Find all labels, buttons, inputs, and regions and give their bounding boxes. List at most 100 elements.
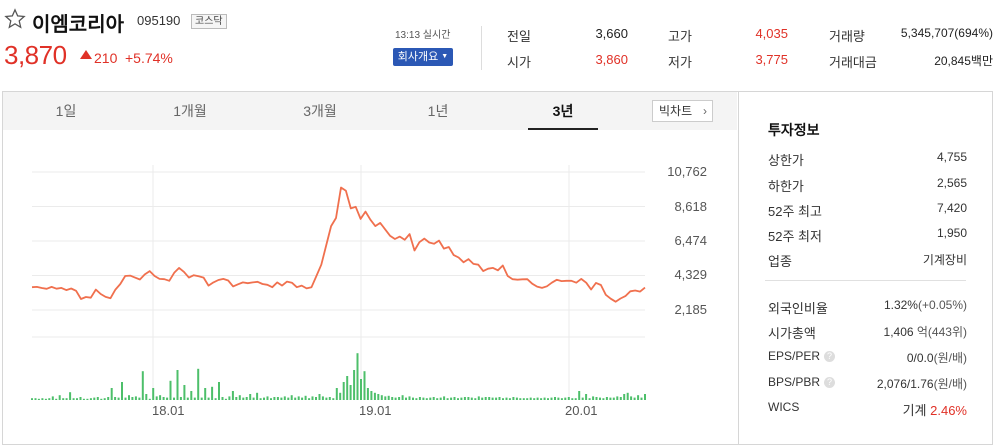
volume-bar <box>287 397 290 400</box>
eps-per-text: EPS/PER <box>768 349 821 363</box>
volume-bar <box>69 392 72 400</box>
volume-bar <box>283 396 286 400</box>
52w-low-value: 1,950 <box>936 226 967 240</box>
volume-bar <box>630 396 633 400</box>
x-tick-label: 19.01 <box>359 403 392 418</box>
volume-bar <box>342 382 345 400</box>
upper-limit-value: 4,755 <box>936 150 967 164</box>
volume-bar <box>37 398 40 400</box>
help-icon[interactable]: ? <box>824 351 836 362</box>
volume-bar <box>103 398 106 400</box>
volume-bar <box>231 391 234 400</box>
volume-bar <box>183 385 186 400</box>
volume-bar <box>155 396 158 400</box>
volume-bar <box>339 392 342 400</box>
volume-value: 5,345,707(694%) <box>900 26 993 40</box>
volume-bar <box>498 397 501 400</box>
high-label: 고가 <box>668 29 692 44</box>
volume-bar <box>574 398 577 400</box>
price-chart[interactable] <box>0 0 740 445</box>
volume-bar <box>522 398 525 400</box>
volume-bar <box>446 398 449 400</box>
favorite-star-icon[interactable] <box>4 8 26 30</box>
volume-bar <box>592 396 595 400</box>
volume-bar <box>173 397 175 400</box>
volume-bar <box>418 397 421 400</box>
y-tick-label: 2,185 <box>674 302 707 317</box>
big-chart-label: 빅차트 <box>659 104 693 118</box>
volume-bar <box>162 397 165 400</box>
volume-bar <box>321 396 324 400</box>
bps-pbr-unit: (원/배) <box>933 377 967 391</box>
volume-bar <box>34 398 37 400</box>
volume-bar <box>637 395 640 400</box>
header-divider <box>481 26 482 70</box>
volume-bar <box>235 397 238 400</box>
volume-bar <box>96 397 99 400</box>
y-tick-label: 4,329 <box>674 267 707 282</box>
foreign-ratio: 1.32% <box>883 298 918 312</box>
market-badge: 코스닥 <box>191 14 227 29</box>
sector-link[interactable]: 기계장비 <box>922 253 967 267</box>
volume-bar <box>515 397 518 400</box>
volume-bar <box>581 397 584 400</box>
wics-value: 기계 2.46% <box>903 400 967 419</box>
volume-bar <box>366 388 369 400</box>
volume-bar <box>484 397 487 400</box>
volume-bar <box>55 398 58 400</box>
open-value: 3,860 <box>595 52 628 67</box>
bps-pbr: 2,076/1.76 <box>876 377 934 391</box>
market-cap-label: 시가총액 <box>768 326 816 341</box>
wics-sector[interactable]: 기계 <box>902 403 927 418</box>
volume-bar <box>301 397 304 400</box>
volume-bar <box>567 397 570 400</box>
tab-3-months[interactable]: 3개월 <box>303 103 337 119</box>
volume-bar <box>491 397 494 400</box>
volume-bar <box>360 379 362 400</box>
stock-code: 095190 <box>137 13 181 28</box>
volume-bar <box>270 398 272 400</box>
volume-bar <box>276 397 279 400</box>
volume-bar <box>224 398 227 400</box>
volume-bar <box>502 398 504 400</box>
52w-low-label: 52주 최저 <box>768 229 822 244</box>
volume-bar <box>280 397 283 400</box>
bps-pbr-label: BPS/PBR? <box>768 375 836 389</box>
volume-bar <box>186 397 189 400</box>
foreign-ratio-label: 외국인비율 <box>768 301 828 316</box>
volume-bar <box>463 397 466 400</box>
volume-bar <box>588 398 591 400</box>
tab-1-day[interactable]: 1일 <box>55 103 77 119</box>
volume-bar <box>380 395 383 400</box>
volume-bar <box>110 388 113 400</box>
active-tab-indicator <box>528 128 598 130</box>
tab-1-year[interactable]: 1년 <box>427 103 449 119</box>
volume-bar <box>332 398 335 400</box>
volume-bar <box>526 398 529 400</box>
volume-bar <box>117 397 120 400</box>
bps-pbr-text: BPS/PBR <box>768 375 821 389</box>
volume-bar <box>439 397 442 400</box>
volume-bar <box>304 395 307 400</box>
tab-1-month[interactable]: 1개월 <box>173 103 207 119</box>
current-price: 3,870 <box>4 40 67 70</box>
volume-bar <box>470 397 473 400</box>
volume-bar <box>346 376 349 400</box>
volume-bar <box>318 394 321 400</box>
big-chart-button[interactable]: 빅차트 › <box>652 100 713 122</box>
volume-bar <box>488 397 491 400</box>
volume-bar <box>169 380 172 400</box>
volume-bar <box>422 397 425 400</box>
eps-per-value: 0/0.0(원/배) <box>907 349 967 366</box>
volume-bar <box>512 397 515 400</box>
volume-bar <box>425 398 428 400</box>
tab-3-years[interactable]: 3년 <box>552 103 574 119</box>
volume-bar <box>560 398 563 400</box>
volume-bar <box>543 397 546 400</box>
volume-bars <box>31 353 646 400</box>
panel-divider <box>738 92 739 444</box>
help-icon[interactable]: ? <box>824 377 836 388</box>
volume-bar <box>429 397 432 400</box>
stock-name: 이엠코리아 <box>32 14 124 36</box>
company-overview-button[interactable]: 회사개요 ▼ <box>393 48 453 66</box>
